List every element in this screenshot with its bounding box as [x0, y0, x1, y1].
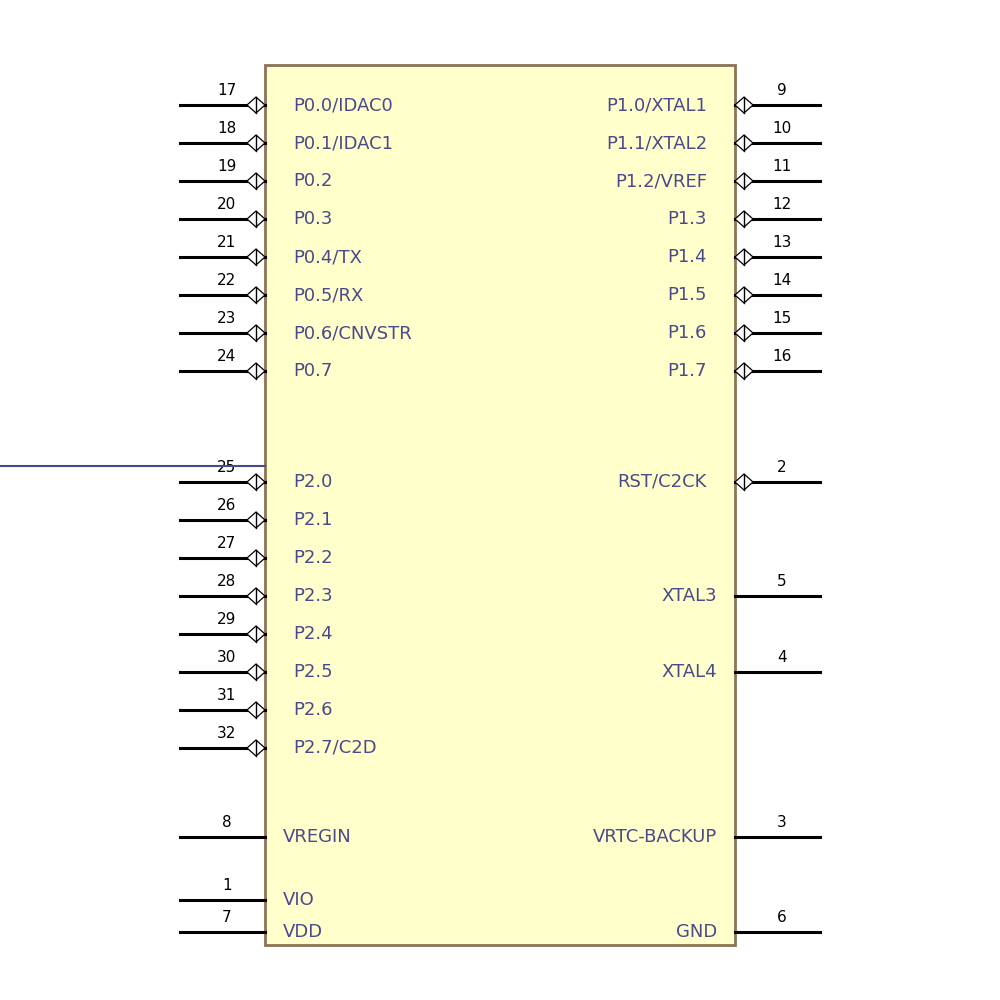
Polygon shape: [735, 135, 753, 151]
Text: 3: 3: [777, 815, 787, 830]
Polygon shape: [247, 550, 265, 566]
Text: 15: 15: [772, 311, 791, 326]
Text: 4: 4: [777, 650, 787, 665]
Text: 31: 31: [217, 688, 236, 703]
Polygon shape: [247, 135, 265, 151]
Text: P1.0/XTAL1: P1.0/XTAL1: [606, 96, 707, 114]
Text: 28: 28: [217, 574, 236, 589]
Text: 9: 9: [777, 83, 787, 98]
Polygon shape: [247, 740, 265, 756]
Polygon shape: [247, 287, 265, 303]
Text: P0.6/CNVSTR: P0.6/CNVSTR: [293, 324, 412, 342]
Text: 19: 19: [217, 159, 236, 174]
Polygon shape: [247, 249, 265, 265]
Text: VREGIN: VREGIN: [283, 828, 352, 846]
Text: 30: 30: [217, 650, 236, 665]
Text: P1.4: P1.4: [668, 248, 707, 266]
Polygon shape: [735, 249, 753, 265]
Text: 1: 1: [222, 878, 232, 893]
Text: 26: 26: [217, 498, 236, 513]
Bar: [265, 65, 735, 945]
Text: P0.3: P0.3: [293, 210, 332, 228]
Text: 25: 25: [217, 460, 236, 475]
Polygon shape: [247, 588, 265, 604]
Polygon shape: [735, 363, 753, 379]
Text: 2: 2: [777, 460, 787, 475]
Text: RST/C2CK: RST/C2CK: [618, 473, 707, 491]
Text: P0.5/RX: P0.5/RX: [293, 286, 363, 304]
Text: 7: 7: [222, 910, 232, 925]
Text: 13: 13: [772, 235, 791, 250]
Text: P2.1: P2.1: [293, 511, 333, 529]
Text: 5: 5: [777, 574, 787, 589]
Text: 12: 12: [772, 197, 791, 212]
Polygon shape: [735, 97, 753, 113]
Polygon shape: [735, 287, 753, 303]
Text: P1.3: P1.3: [668, 210, 707, 228]
Text: 10: 10: [772, 121, 791, 136]
Polygon shape: [735, 211, 753, 227]
Text: GND: GND: [676, 923, 717, 941]
Polygon shape: [735, 173, 753, 189]
Text: P2.6: P2.6: [293, 701, 333, 719]
Text: 18: 18: [217, 121, 236, 136]
Text: P1.2/VREF: P1.2/VREF: [615, 172, 707, 190]
Polygon shape: [247, 474, 265, 490]
Text: 17: 17: [217, 83, 236, 98]
Text: P1.1/XTAL2: P1.1/XTAL2: [606, 134, 707, 152]
Text: 8: 8: [222, 815, 232, 830]
Polygon shape: [247, 363, 265, 379]
Text: P2.7/C2D: P2.7/C2D: [293, 739, 377, 757]
Text: VDD: VDD: [283, 923, 323, 941]
Text: VRTC-BACKUP: VRTC-BACKUP: [593, 828, 717, 846]
Polygon shape: [247, 702, 265, 718]
Text: 16: 16: [772, 349, 791, 364]
Text: P0.1/IDAC1: P0.1/IDAC1: [293, 134, 393, 152]
Text: XTAL3: XTAL3: [661, 587, 717, 605]
Text: 23: 23: [217, 311, 236, 326]
Text: P0.2: P0.2: [293, 172, 332, 190]
Polygon shape: [247, 512, 265, 528]
Text: 20: 20: [217, 197, 236, 212]
Text: VIO: VIO: [283, 891, 315, 909]
Text: 11: 11: [772, 159, 791, 174]
Text: P2.2: P2.2: [293, 549, 333, 567]
Text: 24: 24: [217, 349, 236, 364]
Text: 27: 27: [217, 536, 236, 551]
Text: P2.3: P2.3: [293, 587, 333, 605]
Text: 14: 14: [772, 273, 791, 288]
Polygon shape: [247, 211, 265, 227]
Text: P2.4: P2.4: [293, 625, 333, 643]
Text: P0.4/TX: P0.4/TX: [293, 248, 362, 266]
Text: P2.5: P2.5: [293, 663, 333, 681]
Text: P0.0/IDAC0: P0.0/IDAC0: [293, 96, 393, 114]
Text: XTAL4: XTAL4: [661, 663, 717, 681]
Polygon shape: [735, 325, 753, 341]
Text: 32: 32: [217, 726, 236, 741]
Text: P2.0: P2.0: [293, 473, 332, 491]
Polygon shape: [247, 325, 265, 341]
Text: 21: 21: [217, 235, 236, 250]
Polygon shape: [247, 97, 265, 113]
Polygon shape: [735, 474, 753, 490]
Polygon shape: [247, 664, 265, 680]
Text: 29: 29: [217, 612, 236, 627]
Text: 22: 22: [217, 273, 236, 288]
Text: P1.5: P1.5: [668, 286, 707, 304]
Text: P1.7: P1.7: [668, 362, 707, 380]
Polygon shape: [247, 173, 265, 189]
Text: P1.6: P1.6: [668, 324, 707, 342]
Polygon shape: [247, 626, 265, 642]
Text: 6: 6: [777, 910, 787, 925]
Text: P0.7: P0.7: [293, 362, 332, 380]
